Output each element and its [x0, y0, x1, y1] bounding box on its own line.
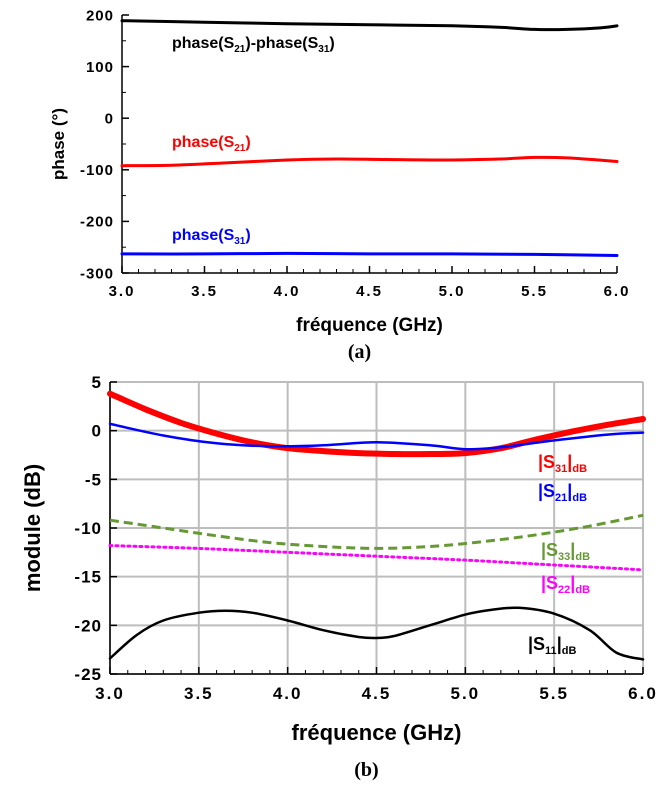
x-tick-label: 3.5: [191, 283, 218, 300]
label-text: |S: [541, 573, 558, 593]
x-tick-label: 6.0: [628, 684, 658, 703]
series-line-phase-s21-: [120, 155, 619, 168]
label-background: [168, 131, 269, 157]
label-text: |: [570, 573, 575, 593]
series-labels: |S31|dB|S21|dB|S33|dB|S22|dB|S11|dB: [528, 452, 590, 657]
y-tick-label: -25: [74, 665, 102, 684]
series-label: |S21|dB: [538, 481, 587, 504]
series-label: phase(S31): [172, 227, 251, 247]
series-lines: [107, 390, 646, 661]
series-lines: [120, 19, 619, 257]
label-subscript: 21: [234, 44, 246, 55]
x-tick-label: 3.0: [109, 283, 136, 300]
series-line--s22-db: [108, 544, 645, 572]
y-tick-label: -300: [80, 265, 114, 282]
label-subscript: dB: [572, 492, 587, 504]
label-subscript: dB: [575, 584, 590, 596]
label-text: )-phase(S: [245, 35, 318, 52]
x-ticks: 3.0 3.5 4.0 4.5 5.0 5.5 6.0: [109, 266, 631, 300]
figure-caption: (b): [354, 759, 378, 781]
series-label: phase(S21): [172, 134, 251, 154]
series-line--s21-db: [108, 422, 645, 451]
label-subscript: dB: [562, 645, 577, 657]
series-line-phase-s31-: [120, 251, 619, 257]
y-tick-label: -10: [74, 519, 102, 538]
series-line--s31-db: [107, 390, 646, 458]
label-subscript: 11: [545, 645, 557, 657]
series-labels: phase(S21)-phase(S31)phase(S21)phase(S31…: [168, 32, 371, 250]
label-text: ): [245, 227, 250, 244]
x-tick-label: 5.5: [539, 684, 569, 703]
figure-caption: (a): [348, 341, 371, 363]
x-tick-label: 6.0: [604, 283, 631, 300]
label-subscript: dB: [575, 551, 590, 563]
y-axis-label: phase (°): [49, 108, 68, 180]
series-line-phase-s21-phase-s31-: [120, 19, 619, 32]
label-background: [168, 32, 371, 58]
label-text: |: [557, 634, 562, 654]
label-text: |S: [528, 634, 545, 654]
series-line--s11-db: [108, 606, 645, 661]
label-subscript: 21: [234, 143, 246, 154]
series-label: phase(S21)-phase(S31): [172, 35, 335, 55]
y-tick-label: 0: [92, 422, 102, 441]
label-subscript: dB: [572, 463, 587, 475]
y-tick-label: -5: [85, 470, 102, 489]
y-ticks: 5 0 -5 -10 -15 -20 -25: [74, 373, 117, 684]
x-tick-label: 5.0: [439, 283, 466, 300]
x-axis-label: fréquence (GHz): [296, 315, 443, 336]
y-axis-label: module (dB): [20, 464, 45, 592]
y-tick-label: 100: [86, 59, 114, 76]
x-tick-label: 4.0: [274, 283, 301, 300]
x-tick-label: 4.5: [356, 283, 383, 300]
series-label: |S31|dB: [538, 452, 587, 475]
label-text: ): [245, 134, 250, 151]
x-tick-label: 5.5: [521, 283, 548, 300]
label-subscript: 22: [558, 584, 570, 596]
label-subscript: 31: [234, 236, 246, 247]
label-subscript: 21: [555, 492, 567, 504]
y-tick-label: 0: [105, 110, 114, 127]
label-subscript: 31: [555, 463, 567, 475]
y-ticks: 200 100 0 -100 -200 -300: [80, 7, 129, 282]
x-tick-label: 5.0: [451, 684, 481, 703]
label-text: |: [567, 452, 572, 472]
x-ticks: 3.0 3.5 4.0 4.5 5.0 5.5 6.0: [95, 667, 658, 703]
y-tick-label: -200: [80, 214, 114, 231]
y-tick-label: 200: [86, 7, 114, 24]
chart-a: 3.0 3.5 4.0 4.5 5.0 5.5 6.0 200 100 0 -100 -200 -300…: [49, 7, 631, 363]
label-text: ): [329, 35, 334, 52]
label-background: [168, 224, 269, 250]
label-text: phase(S: [172, 134, 235, 151]
x-tick-label: 3.5: [184, 684, 214, 703]
series-label: |S33|dB: [541, 540, 590, 563]
label-text: |S: [538, 481, 555, 501]
y-tick-label: -100: [80, 162, 114, 179]
series-line--s33-db: [109, 513, 644, 550]
label-subscript: 31: [318, 44, 330, 55]
y-tick-label: -15: [74, 568, 102, 587]
y-tick-label: 5: [92, 373, 102, 392]
series-label: |S22|dB: [541, 573, 590, 596]
label-text: |S: [538, 452, 555, 472]
label-text: |: [570, 540, 575, 560]
x-tick-label: 4.5: [362, 684, 392, 703]
x-axis-label: fréquence (GHz): [292, 720, 462, 745]
label-text: phase(S: [172, 227, 235, 244]
chart-b: 3.0 3.5 4.0 4.5 5.0 5.5 6.050-5-10-15-20-25|S3…: [20, 373, 658, 781]
label-subscript: 33: [558, 551, 570, 563]
series-label: |S11|dB: [528, 634, 576, 657]
label-text: |S: [541, 540, 558, 560]
label-text: phase(S: [172, 35, 235, 52]
x-tick-label: 4.0: [273, 684, 303, 703]
label-text: |: [567, 481, 572, 501]
x-tick-label: 3.0: [95, 684, 125, 703]
y-tick-label: -20: [74, 616, 102, 635]
